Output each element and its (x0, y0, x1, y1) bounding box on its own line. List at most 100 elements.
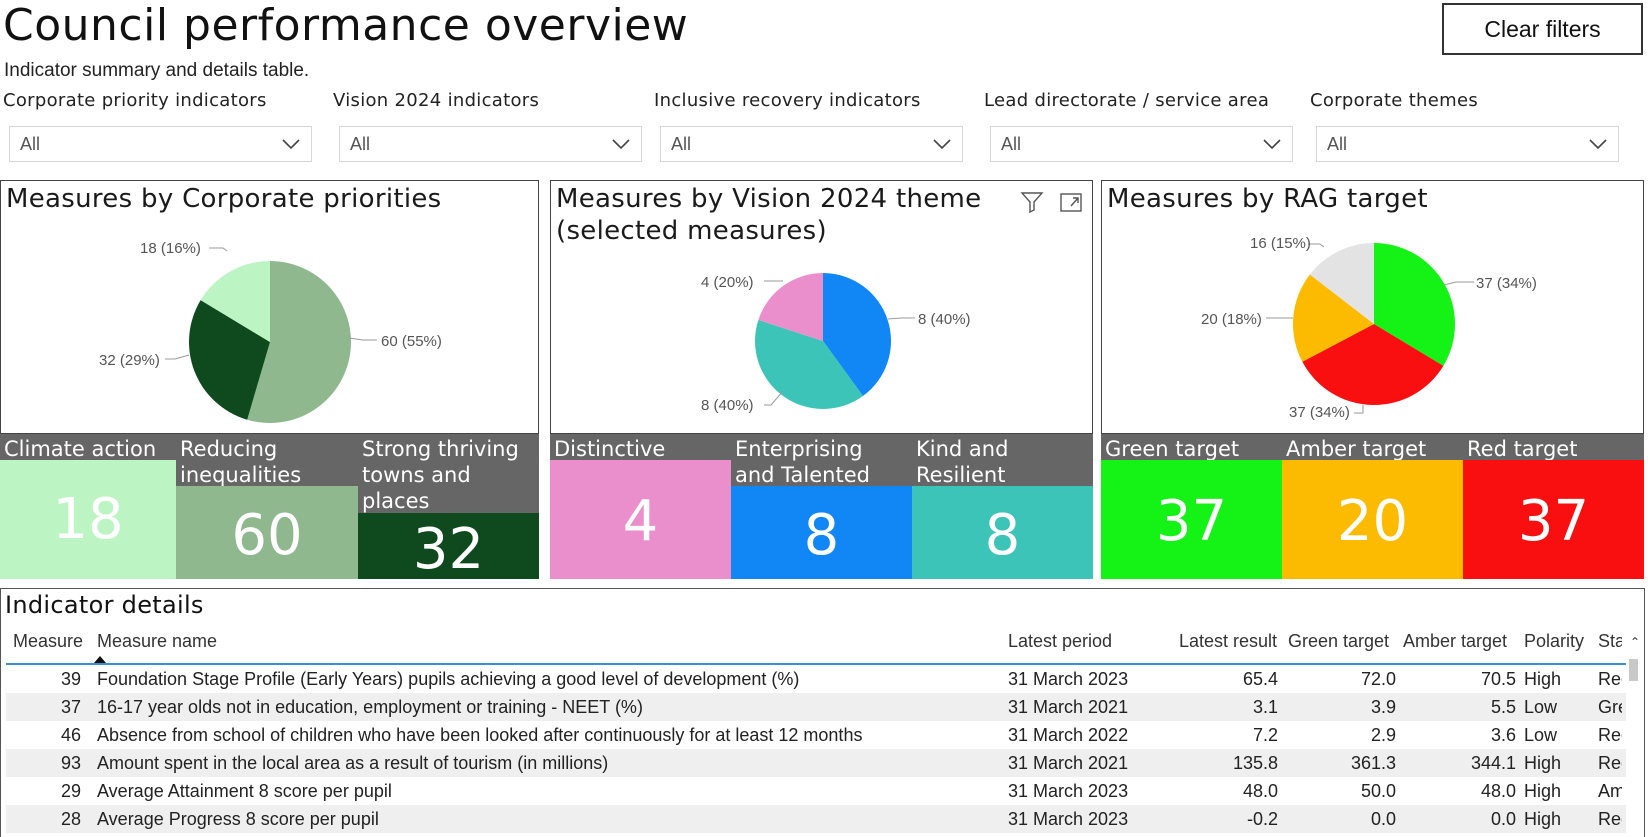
slicer-dropdown-corporate-themes[interactable]: All (1316, 126, 1619, 162)
details-grid: Measure Measure name Latest period Lates… (6, 625, 1626, 833)
slicer-label: Lead directorate / service area (984, 90, 1270, 111)
cell-measure-name: Average Attainment 8 score per pupil (97, 781, 392, 801)
pie-slice-green-target[interactable] (1374, 243, 1455, 366)
cell-measure: 37 (60, 697, 81, 717)
pie-slice-distinctive[interactable] (758, 273, 823, 341)
slicer-value: All (1327, 133, 1348, 154)
card-value: 8 (984, 503, 1021, 568)
cell-latest-result: 135.8 (1232, 753, 1278, 773)
page-title: Council performance overview (3, 0, 689, 51)
scroll-up-icon[interactable]: ⌃ (1629, 635, 1640, 649)
slicer-inclusive-recovery: Inclusive recovery indicators All (654, 90, 963, 162)
card-climate-action[interactable]: Climate action 18 (0, 434, 176, 579)
card-enterprising-talented[interactable]: Enterprising and Talented 8 (731, 434, 912, 579)
column-header-measure-name[interactable]: Measure name (97, 631, 218, 651)
clear-filters-button[interactable]: Clear filters (1442, 3, 1643, 55)
slicer-dropdown-lead-directorate[interactable]: All (990, 126, 1293, 162)
pie-slice-reducing-inequalities[interactable] (247, 261, 351, 423)
cell-polarity: High (1524, 753, 1562, 773)
slicer-vision-2024: Vision 2024 indicators All (333, 90, 642, 162)
slicer-value: All (350, 133, 371, 154)
table-row[interactable]: 93 Amount spent in the local area as a re… (6, 749, 1626, 777)
pie-label: 60 (55%) (381, 333, 442, 350)
pie-slice-kind-and-resilient[interactable] (755, 319, 863, 409)
table-row[interactable]: 28 Average Progress 8 score per pupil 31 M… (6, 805, 1626, 833)
column-header-latest-result[interactable]: Latest result (1179, 631, 1278, 651)
table-row[interactable]: 46 Absence from school of children who ha… (6, 721, 1626, 749)
pie-label: 4 (20%) (701, 274, 754, 291)
page-subtitle: Indicator summary and details table. (4, 60, 310, 81)
card-label: Kind and Resilient (912, 434, 1093, 487)
pie-slice-other[interactable] (1309, 243, 1374, 324)
card-amber-target[interactable]: Amber target 20 (1282, 434, 1463, 579)
table-row[interactable]: 37 16-17 year olds not in education, empl… (6, 693, 1626, 721)
pie-slice-strong-thriving-towns-and-places[interactable] (189, 300, 270, 420)
column-header-amber-target[interactable]: Amber target (1403, 631, 1508, 651)
panel-title-line1: Measures by Vision 2024 theme (556, 184, 982, 214)
slicer-label: Vision 2024 indicators (333, 90, 540, 111)
slicer-dropdown-vision-2024[interactable]: All (339, 126, 642, 162)
card-label: Reducing inequalities (176, 434, 358, 487)
panel-title: Measures by Vision 2024 theme (selected … (556, 183, 981, 247)
cell-measure: 29 (60, 781, 81, 801)
pie-chart-rag[interactable]: 16 (15%) 37 (34%) 20 (18%) 37 (34%) (1102, 181, 1645, 435)
card-reducing-inequalities[interactable]: Reducing inequalities 60 (176, 434, 358, 579)
card-value: 20 (1336, 489, 1409, 554)
card-distinctive[interactable]: Distinctive 4 (550, 434, 731, 579)
card-label: Climate action (0, 434, 176, 461)
pie-slice-enterprising-and-talented[interactable] (823, 273, 891, 397)
slicer-dropdown-corporate-priority[interactable]: All (9, 126, 312, 162)
cell-measure: 39 (60, 669, 81, 689)
scrollbar-thumb[interactable] (1629, 659, 1638, 681)
cell-amber-target: 48.0 (1480, 781, 1516, 801)
slicer-label: Corporate themes (1310, 90, 1479, 111)
card-value: 32 (412, 517, 485, 582)
cell-measure-name: Average Progress 8 score per pupil (97, 809, 379, 829)
details-title: Indicator details (5, 591, 204, 619)
filter-icon[interactable] (1019, 189, 1045, 215)
chevron-down-icon (1589, 139, 1607, 150)
card-green-target[interactable]: Green target 37 (1101, 434, 1282, 579)
panel-title: Measures by Corporate priorities (6, 184, 442, 214)
panel-rag-target: Measures by RAG target 16 (15%) 37 (34%)… (1101, 180, 1644, 434)
pie-slice-amber-target[interactable] (1293, 274, 1374, 362)
cell-latest-result: -0.2 (1246, 809, 1278, 829)
cell-amber-target: 5.5 (1490, 697, 1516, 717)
card-strong-thriving-towns[interactable]: Strong thriving towns and places 32 (358, 434, 539, 582)
cell-measure-name: Amount spent in the local area as a resu… (97, 753, 609, 773)
card-label: Strong thriving towns and places (358, 434, 539, 513)
cell-latest-result: 48.0 (1242, 781, 1278, 801)
pie-label: 8 (40%) (701, 397, 754, 414)
slicer-dropdown-inclusive-recovery[interactable]: All (660, 126, 963, 162)
pie-slice-climate-action[interactable] (200, 261, 270, 342)
column-header-status[interactable]: Stat (1598, 631, 1622, 651)
focus-mode-icon[interactable] (1059, 190, 1083, 214)
column-header-polarity[interactable]: Polarity (1524, 631, 1585, 651)
card-value: 37 (1155, 489, 1228, 554)
column-header-measure[interactable]: Measure (13, 631, 84, 651)
table-row[interactable]: 39 Foundation Stage Profile (Early Years)… (6, 665, 1626, 693)
panel-vision-2024: Measures by Vision 2024 theme (selected … (550, 180, 1093, 434)
card-red-target[interactable]: Red target 37 (1463, 434, 1644, 579)
chevron-down-icon (1263, 139, 1281, 150)
slicer-label: Inclusive recovery indicators (654, 90, 921, 111)
pie-slice-red-target[interactable] (1302, 324, 1444, 405)
column-header-green-target[interactable]: Green target (1288, 631, 1390, 651)
slicer-value: All (671, 133, 692, 154)
pie-chart-vision[interactable]: 4 (20%) 8 (40%) 8 (40%) (551, 181, 1094, 435)
table-header: Measure Measure name Latest period Lates… (6, 625, 1626, 665)
indicator-details-table: Indicator details Measure Measure name L… (0, 588, 1645, 837)
card-value: 4 (622, 489, 659, 554)
column-header-latest-period[interactable]: Latest period (1008, 631, 1113, 651)
slicer-corporate-priority: Corporate priority indicators All (3, 90, 312, 162)
card-kind-resilient[interactable]: Kind and Resilient 8 (912, 434, 1093, 579)
cell-green-target: 72.0 (1360, 669, 1396, 689)
table-row[interactable]: 29 Average Attainment 8 score per pupil 31… (6, 777, 1626, 805)
pie-label: 20 (18%) (1201, 311, 1262, 328)
cell-latest-period: 31 March 2023 (1008, 809, 1129, 829)
cell-green-target: 361.3 (1350, 753, 1396, 773)
cell-latest-period: 31 March 2022 (1008, 725, 1129, 745)
sort-ascending-icon (94, 656, 106, 663)
cell-latest-period: 31 March 2023 (1008, 669, 1129, 689)
pie-chart-corporate[interactable]: 18 (16%) 60 (55%) 32 (29%) (1, 181, 540, 435)
